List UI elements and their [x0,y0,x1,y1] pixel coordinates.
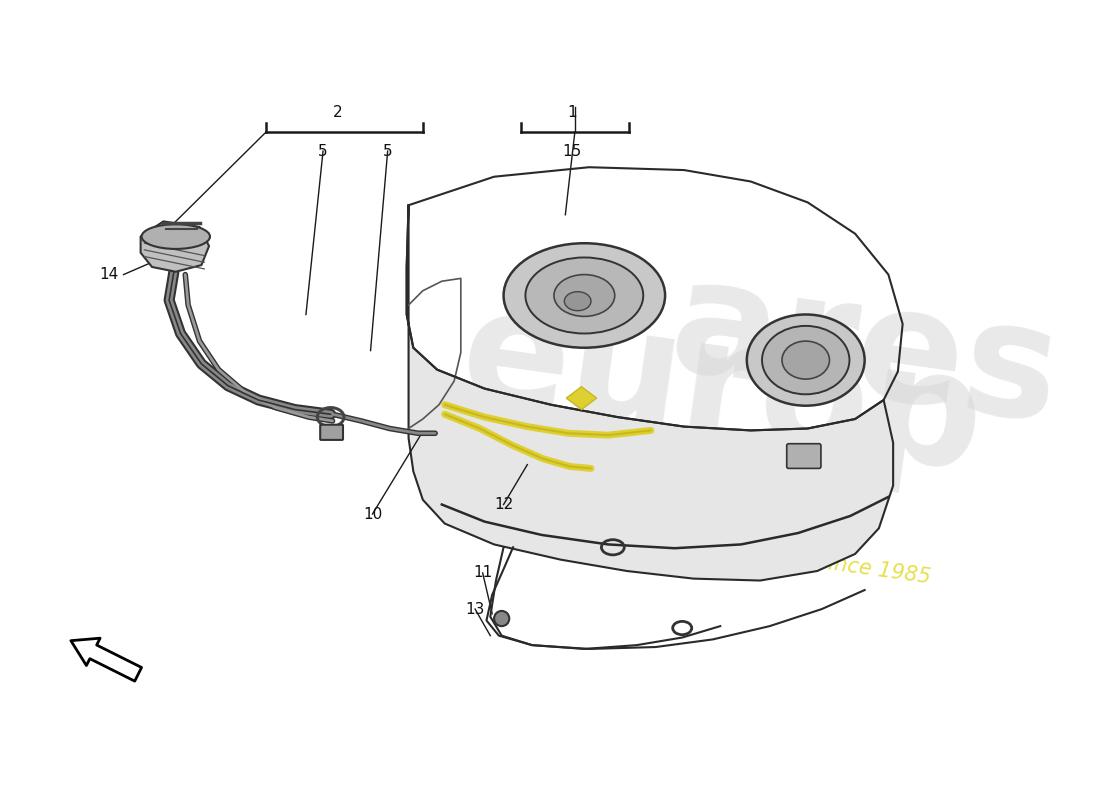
Text: a passion for cars since 1985: a passion for cars since 1985 [627,526,932,588]
Ellipse shape [494,611,509,626]
Text: 2: 2 [332,105,342,120]
Ellipse shape [554,274,615,316]
Text: 5: 5 [318,143,328,158]
Text: 15: 15 [562,143,582,158]
Ellipse shape [142,224,210,249]
Text: 1: 1 [568,105,576,120]
Ellipse shape [526,258,644,334]
FancyBboxPatch shape [786,444,821,469]
Ellipse shape [504,243,666,348]
Text: 13: 13 [465,602,485,617]
Text: 14: 14 [100,267,119,282]
Ellipse shape [782,341,829,379]
Text: 10: 10 [363,506,382,522]
Polygon shape [407,206,893,581]
Ellipse shape [564,292,591,310]
Text: 11: 11 [473,566,493,581]
Polygon shape [141,222,209,272]
Ellipse shape [747,314,865,406]
Text: 12: 12 [494,497,514,512]
Polygon shape [566,386,596,410]
FancyBboxPatch shape [320,425,343,440]
Text: 5: 5 [383,143,393,158]
Text: ares: ares [661,249,1068,456]
FancyArrowPatch shape [70,638,142,681]
Text: europ: europ [451,278,992,504]
Ellipse shape [762,326,849,394]
